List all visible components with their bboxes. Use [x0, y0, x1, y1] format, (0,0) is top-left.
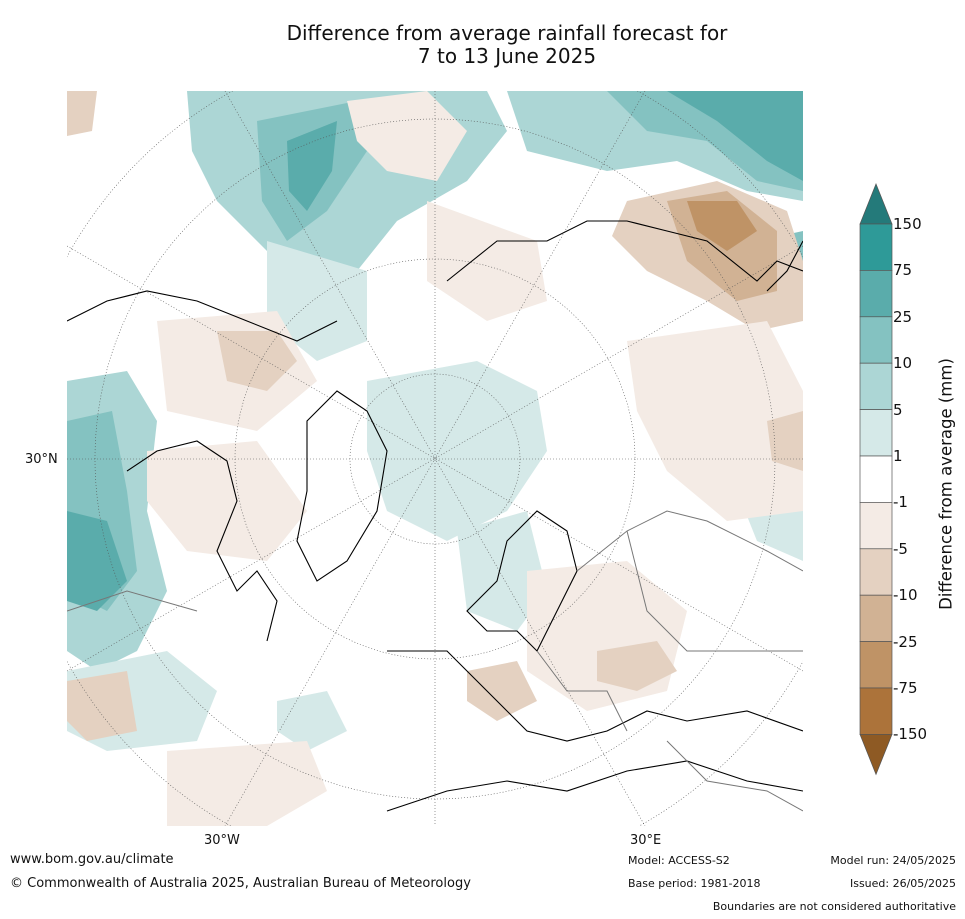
base-period-label: Base period: 1981-2018	[628, 877, 761, 890]
colorbar-bin	[859, 316, 893, 364]
coastlines	[67, 220, 803, 812]
longitude-label-30w: 30°W	[204, 833, 240, 848]
colorbar-tick-label: 25	[893, 307, 913, 326]
colorbar-tick-label: 10	[893, 354, 913, 373]
dry-area-atlantic-south	[67, 671, 137, 741]
colorbar-tick-label: 150	[893, 215, 922, 233]
colorbar-bin	[859, 409, 893, 457]
meridian-30e	[224, 91, 646, 826]
colorbar-tick-label: -150	[893, 725, 928, 744]
latitude-label-30n: 30°N	[25, 452, 58, 467]
colorbar-bin	[859, 548, 893, 596]
colorbar-bin	[859, 362, 893, 410]
dry-area-north-pacific	[427, 201, 547, 321]
colorbar-svg	[859, 183, 893, 776]
country-boundaries	[67, 510, 803, 812]
coastline-siberia	[446, 220, 803, 282]
wet-area-arctic	[367, 361, 547, 541]
coastline-greenland	[296, 390, 388, 582]
wet-area-canada	[267, 241, 367, 361]
colorbar-tick-label: -25	[893, 632, 918, 651]
dry-area-greenland-sea	[347, 91, 467, 181]
title-line-2: 7 to 13 June 2025	[417, 44, 597, 68]
dry-area-siberia-south	[627, 321, 803, 521]
map-svg	[67, 91, 803, 826]
colorbar-tick-label: -75	[893, 679, 918, 697]
coastline-kamchatka	[766, 240, 803, 292]
model-label: Model: ACCESS-S2	[628, 854, 730, 867]
copyright-text: © Commonwealth of Australia 2025, Austra…	[10, 876, 471, 891]
dry-area-europe-core	[467, 661, 537, 721]
title-line-1: Difference from average rainfall forecas…	[286, 21, 728, 45]
boundary-north-america	[67, 590, 198, 612]
graticule	[67, 91, 803, 826]
disclaimer-text: Boundaries are not considered authoritat…	[712, 900, 956, 913]
colorbar-extend-under	[859, 734, 893, 776]
dry-area-east-asia-pocket	[767, 411, 803, 471]
colorbar-extend-over	[859, 183, 893, 225]
wetter-than-average-areas	[67, 91, 803, 751]
issued-label: Issued: 26/05/2025	[849, 877, 956, 890]
boundary-europe	[536, 650, 628, 732]
rainfall-difference-map	[67, 91, 803, 826]
colorbar-bin	[859, 687, 893, 735]
map-title: Difference from average rainfall forecas…	[0, 22, 965, 68]
coastline-mediterranean	[386, 760, 803, 812]
colorbar-tick-label: 1	[893, 447, 903, 465]
model-run-label: Model run: 24/05/2025	[830, 854, 956, 867]
boundary-russia-west	[576, 510, 803, 572]
coastline-europe	[387, 650, 803, 742]
dry-area-black-sea	[597, 641, 677, 691]
dry-area-atlantic-midlat	[167, 741, 327, 826]
longitude-label-30e: 30°E	[630, 833, 662, 848]
colorbar-title: Difference from average (mm)	[936, 358, 956, 610]
wet-area-pacific-east	[67, 511, 127, 611]
colorbar-bin	[859, 502, 893, 550]
colorbar-tick-label: -5	[893, 539, 908, 558]
coastline-alaska	[67, 290, 338, 342]
wet-area-scandinavia	[457, 511, 547, 631]
meridian-60e	[67, 245, 803, 672]
dry-area-alaska	[147, 441, 307, 561]
boundary-middle-east	[666, 740, 803, 812]
wet-area-north-atlantic-inner	[287, 121, 337, 211]
colorbar-tick-label: 5	[893, 400, 903, 419]
wet-area-siberia-inner	[667, 91, 803, 181]
boundary-central-asia	[626, 530, 803, 652]
website-link[interactable]: www.bom.gov.au/climate	[10, 852, 174, 867]
meridian-60w	[67, 245, 803, 672]
coastline-canada	[126, 440, 278, 642]
dry-area-top-left	[67, 91, 97, 136]
wet-area-scattered	[277, 691, 347, 751]
colorbar-bin	[859, 223, 893, 271]
dry-area-canada-west-core	[217, 331, 297, 391]
colorbar-tick-label: -1	[893, 493, 908, 512]
colorbar-bin	[859, 641, 893, 689]
colorbar-bin	[859, 594, 893, 642]
colorbar-tick-label: 75	[893, 261, 913, 280]
colorbar-tick-label: -10	[893, 586, 918, 605]
dry-area-northeast-asia-inner	[687, 201, 757, 251]
colorbar-bin	[859, 270, 893, 318]
colorbar-bin	[859, 455, 893, 503]
dry-area-europe	[527, 561, 687, 711]
colorbar	[858, 183, 965, 783]
